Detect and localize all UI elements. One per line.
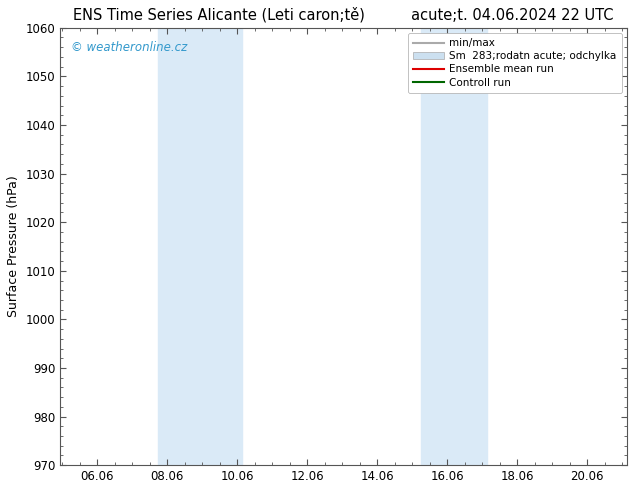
Bar: [158, 28, 242, 465]
Text: © weatheronline.cz: © weatheronline.cz: [72, 41, 188, 54]
Legend: min/max, Sm  283;rodatn acute; odchylka, Ensemble mean run, Controll run: min/max, Sm 283;rodatn acute; odchylka, …: [408, 33, 622, 93]
Y-axis label: Surface Pressure (hPa): Surface Pressure (hPa): [7, 175, 20, 318]
Bar: [420, 28, 487, 465]
Title: ENS Time Series Alicante (Leti caron;tě)          acute;t. 04.06.2024 22 UTC: ENS Time Series Alicante (Leti caron;tě)…: [74, 7, 614, 23]
